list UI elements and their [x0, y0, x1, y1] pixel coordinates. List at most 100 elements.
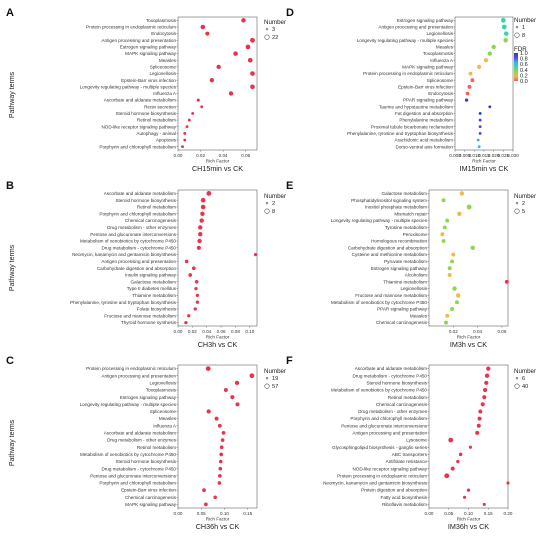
data-point	[478, 131, 482, 135]
panel-title: CH3h vs CK	[198, 340, 238, 349]
data-point	[217, 423, 222, 428]
pathway-term-label: Estrogen signaling pathway	[120, 45, 177, 50]
data-point	[217, 481, 222, 485]
data-point	[247, 57, 253, 63]
x-tick-label: 0.00	[174, 511, 183, 516]
data-point	[233, 51, 238, 56]
pathway-term-label: Fructose and mannose metabolism	[104, 313, 176, 318]
data-point	[241, 18, 246, 23]
data-point	[478, 125, 482, 129]
data-point	[187, 314, 191, 318]
pathway-term-label: Drug metabolism - other enzymes	[107, 438, 177, 443]
pathway-term-label: Antigen processing and presentation	[101, 373, 176, 378]
x-tick-label: 0.030	[507, 153, 519, 158]
plot-frame	[177, 189, 258, 327]
pathway-term-label: Spliceosome	[150, 409, 177, 414]
pathway-term-label: Ascorbate and aldarate metabolism	[104, 191, 176, 196]
pathway-term-label: Type II diabetes mellitus	[127, 286, 177, 291]
data-point	[250, 37, 255, 43]
pathway-term-label: Protein processing in endoplasmic reticu…	[337, 473, 427, 478]
data-point	[487, 51, 492, 56]
panel-f: F Ascorbate and aldarate metabolism Drug m…	[286, 355, 536, 531]
data-point	[484, 380, 489, 385]
pathway-term-label: Lysosome	[406, 438, 427, 443]
x-tick-label: 0.20	[504, 511, 513, 516]
data-point	[483, 58, 489, 63]
legend-size-label: 1	[522, 25, 525, 31]
pathway-term-label: Phenylalanine, tyrosine and tryptophan b…	[347, 131, 454, 136]
data-point	[250, 84, 255, 90]
panel-c: C Protein processing in endoplasmic retic…	[6, 355, 286, 531]
data-point	[184, 320, 188, 325]
x-tick-label: 0.02	[449, 329, 458, 334]
data-point	[200, 105, 204, 109]
x-tick-label: 0.00	[174, 153, 183, 158]
pathway-term-label: Fructose and mannose metabolism	[355, 293, 427, 298]
pathway-term-label: PPAR signaling pathway	[377, 307, 428, 312]
data-point	[448, 437, 454, 443]
pathway-term-label: Influenza A	[153, 423, 177, 428]
x-tick-label: 0.05	[197, 511, 206, 516]
x-tick-label: 0.020	[488, 153, 500, 158]
data-point	[470, 78, 475, 83]
data-point	[480, 402, 485, 407]
legend-size-swatch	[515, 26, 519, 29]
data-point	[183, 131, 187, 135]
data-point	[220, 438, 225, 442]
data-point	[444, 473, 450, 479]
pathway-term-label: Influenza A	[153, 91, 177, 96]
data-point	[191, 111, 195, 115]
data-point	[478, 118, 482, 122]
data-point	[442, 225, 447, 230]
data-point	[206, 191, 212, 196]
pathway-term-label: Pentose and glucuronate interconversions	[90, 473, 177, 478]
pathway-term-label: Steroid hormone biosynthesis	[366, 380, 427, 385]
data-point	[198, 225, 203, 230]
data-point	[221, 431, 226, 435]
pathway-term-label: Thiamine metabolism	[132, 293, 176, 298]
data-point	[185, 125, 189, 129]
pathway-term-label: Porphyrin and chlorophyll metabolism	[99, 144, 176, 149]
data-point	[447, 266, 452, 271]
data-point	[486, 366, 491, 371]
data-point	[253, 252, 258, 257]
data-point	[445, 313, 450, 318]
pathway-term-label: Legionellosis	[426, 31, 453, 36]
plot-frame	[177, 16, 258, 151]
x-tick-label: 0.10	[464, 511, 473, 516]
pathway-term-label: Protein processing in endoplasmic reticu…	[86, 25, 176, 30]
pathway-term-label: PPAR signaling pathway	[403, 98, 454, 103]
legend-title: Number	[514, 368, 536, 375]
x-tick-label: 0.000	[449, 153, 461, 158]
pathway-term-label: Pentose and glucuronate interconversions	[90, 232, 177, 237]
data-point	[484, 373, 490, 378]
pathway-term-label: Antigen processing and presentation	[101, 38, 176, 43]
panel-title: IM36h vs CK	[448, 522, 489, 531]
x-tick-label: 0.00	[425, 511, 434, 516]
legend-size-label: 2	[272, 201, 275, 207]
x-tick-label: 0.005	[459, 153, 471, 158]
legend-title: Number	[264, 368, 286, 375]
data-point	[477, 145, 481, 149]
x-tick-label: 0.04	[202, 329, 211, 334]
panel-label: F	[286, 355, 293, 367]
plot-frame	[177, 364, 258, 509]
pathway-term-label: Antigen processing and presentation	[378, 25, 453, 30]
pathway-term-label: Epstein-Barr virus infection	[398, 84, 453, 89]
x-tick-label: 0.010	[469, 153, 481, 158]
data-point	[503, 31, 509, 36]
data-point	[444, 320, 448, 325]
legend-size-swatch	[514, 32, 520, 38]
pathway-term-label: Drug metabolism - cytochrome P450	[101, 245, 176, 250]
data-point	[209, 77, 215, 83]
pathway-term-label: Longevity regulating pathway - multiple …	[331, 218, 428, 223]
data-point	[466, 488, 471, 492]
pathway-term-label: Toxoplasmosis	[423, 51, 454, 56]
data-point	[206, 409, 211, 414]
pathway-term-label: Epstein-Barr virus infection	[121, 78, 176, 83]
x-tick-label: 0.15	[243, 511, 252, 516]
data-point	[476, 423, 481, 428]
x-axis-label: Rich Factor	[206, 159, 230, 164]
data-point	[459, 191, 465, 196]
pathway-term-label: Legionellosis	[149, 380, 176, 385]
